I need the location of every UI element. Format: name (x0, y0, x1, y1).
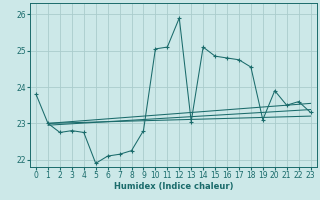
X-axis label: Humidex (Indice chaleur): Humidex (Indice chaleur) (114, 182, 233, 191)
